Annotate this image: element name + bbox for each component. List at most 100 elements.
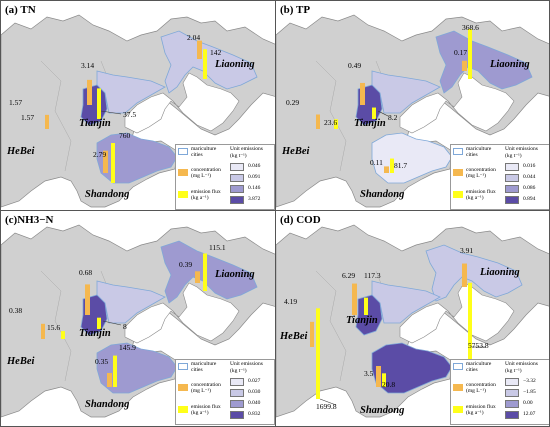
panel-title: (c)NH3−N bbox=[5, 214, 54, 226]
value-tianjin-flux: 8.2 bbox=[388, 113, 398, 122]
legend-class-4 bbox=[230, 196, 244, 204]
value-liaoning-conc: 0.39 bbox=[179, 260, 193, 269]
bar-sd_conc bbox=[103, 150, 108, 173]
legend-unit-subtitle: (kg t⁻¹) bbox=[230, 368, 247, 374]
map-cod bbox=[276, 224, 549, 418]
value-liaoning-flux: 142 bbox=[210, 48, 222, 57]
bar-ln_flux bbox=[203, 49, 207, 79]
value-liaoning-flux: 368.6 bbox=[462, 23, 479, 32]
bar-tj_flux bbox=[372, 107, 376, 119]
value-hebei-flux: 1699.8 bbox=[316, 402, 337, 411]
legend-unit-title: Unit emissions bbox=[230, 361, 263, 367]
value-liaoning-conc: 0.17 bbox=[454, 48, 468, 57]
legend-class-1 bbox=[230, 378, 244, 386]
map-tn bbox=[1, 14, 275, 208]
legend-swatch-concentration bbox=[453, 384, 463, 391]
legend-swatch-flux bbox=[453, 191, 463, 198]
legend-class-4-label: 0.894 bbox=[523, 196, 536, 202]
legend-class-3-label: 0.040 bbox=[248, 400, 261, 406]
panel-tn: (a) TN Liaoning Tianjin HeBei Shandong 2… bbox=[0, 0, 276, 211]
value-liaoning-conc: 2.04 bbox=[187, 33, 201, 42]
legend-swatch-mariculture bbox=[178, 363, 188, 370]
legend-concentration: concentration (mg L⁻¹) bbox=[466, 382, 496, 394]
value-hebei-conc: 0.38 bbox=[9, 306, 23, 315]
map-tp bbox=[276, 14, 549, 208]
value-hebei-conc: 4.19 bbox=[284, 297, 298, 306]
label-tianjin: Tianjin bbox=[79, 118, 111, 129]
value-tianjin-flux: 37.5 bbox=[123, 110, 137, 119]
label-shandong: Shandong bbox=[360, 189, 405, 200]
bar-sd_flux bbox=[390, 158, 394, 173]
leader-line bbox=[319, 398, 337, 406]
region-liaoning bbox=[160, 240, 258, 304]
bar-hb_flux bbox=[316, 308, 320, 399]
panel-title: (a) TN bbox=[5, 4, 36, 16]
legend-mariculture: mariculture cities bbox=[466, 146, 492, 158]
value-hebei-conc: 0.29 bbox=[286, 98, 300, 107]
legend-class-3-label: 0.086 bbox=[523, 185, 536, 191]
bar-sd_conc bbox=[376, 366, 381, 387]
label-liaoning: Liaoning bbox=[215, 269, 255, 280]
legend-class-1-label: 0.016 bbox=[523, 163, 536, 169]
bohai-sea bbox=[399, 282, 515, 344]
panel-tp: (b) TP Liaoning Tianjin HeBei Shandong 0… bbox=[275, 0, 550, 211]
panel-title: (d) COD bbox=[280, 214, 321, 226]
panel-title: (b) TP bbox=[280, 4, 311, 16]
bar-ln_flux bbox=[468, 29, 472, 79]
legend-swatch-mariculture bbox=[453, 148, 463, 155]
legend-flux: emission flux (kg a⁻¹) bbox=[466, 404, 496, 416]
bar-ln_conc bbox=[197, 40, 202, 59]
value-tianjin-conc: 6.29 bbox=[342, 271, 356, 280]
bar-tj_flux bbox=[364, 297, 368, 315]
legend-class-4 bbox=[505, 196, 519, 204]
label-hebei: HeBei bbox=[7, 146, 35, 157]
bar-ln_conc bbox=[462, 263, 467, 287]
label-shandong: Shandong bbox=[85, 189, 130, 200]
legend-swatch-concentration bbox=[453, 169, 463, 176]
bar-tj_conc bbox=[85, 284, 90, 315]
bar-ln_flux bbox=[468, 282, 472, 389]
legend-class-2-label: 0.030 bbox=[248, 389, 261, 395]
legend-unit-title: Unit emissions bbox=[230, 146, 263, 152]
label-hebei: HeBei bbox=[280, 331, 308, 342]
legend-flux: emission flux (kg a⁻¹) bbox=[191, 404, 221, 416]
value-shandong-flux: 20.8 bbox=[382, 380, 396, 389]
legend-class-4 bbox=[230, 411, 244, 419]
legend-concentration: concentration (mg L⁻¹) bbox=[191, 382, 221, 394]
bar-tj_conc bbox=[352, 283, 357, 315]
legend-swatch-flux bbox=[453, 406, 463, 413]
legend-class-3-label: 0.00 bbox=[523, 400, 533, 406]
value-hebei-flux: 15.6 bbox=[47, 323, 61, 332]
value-tianjin-flux: 8 bbox=[123, 322, 127, 331]
legend-mariculture: mariculture cities bbox=[466, 361, 492, 373]
legend-swatch-mariculture bbox=[178, 148, 188, 155]
region-shandong-coast bbox=[371, 132, 453, 184]
legend-concentration: concentration (mg L⁻¹) bbox=[466, 167, 496, 179]
bar-tj_flux bbox=[97, 317, 101, 329]
legend-swatch-flux bbox=[178, 406, 188, 413]
bar-hb_conc bbox=[316, 114, 320, 129]
bar-sd_flux bbox=[113, 355, 117, 387]
value-liaoning-flux: 115.1 bbox=[209, 243, 226, 252]
legend-class-2-label: 0.044 bbox=[523, 174, 536, 180]
bar-hb_conc bbox=[310, 321, 314, 347]
label-tianjin: Tianjin bbox=[346, 315, 378, 326]
value-shandong-flux: 145.9 bbox=[119, 343, 136, 352]
bar-tj_conc bbox=[360, 82, 365, 105]
value-shandong-conc: 0.35 bbox=[95, 357, 109, 366]
bohai-sea bbox=[124, 282, 240, 344]
legend-class-2-label: 0.091 bbox=[248, 174, 261, 180]
legend-unit-subtitle: (kg t⁻¹) bbox=[230, 153, 247, 159]
legend: mariculture cities concentration (mg L⁻¹… bbox=[175, 144, 275, 210]
bar-hb_conc bbox=[41, 323, 45, 339]
value-hebei-flux: 1.57 bbox=[21, 113, 35, 122]
value-shandong-conc: 2.79 bbox=[93, 150, 107, 159]
legend-flux: emission flux (kg a⁻¹) bbox=[466, 189, 496, 201]
legend-unit-subtitle: (kg t⁻¹) bbox=[505, 368, 522, 374]
value-liaoning-flux: 5753.8 bbox=[468, 341, 489, 350]
legend-swatch-concentration bbox=[178, 384, 188, 391]
legend-class-2 bbox=[505, 174, 519, 182]
legend-class-4-label: 3.872 bbox=[248, 196, 261, 202]
map-nh3 bbox=[1, 224, 275, 418]
